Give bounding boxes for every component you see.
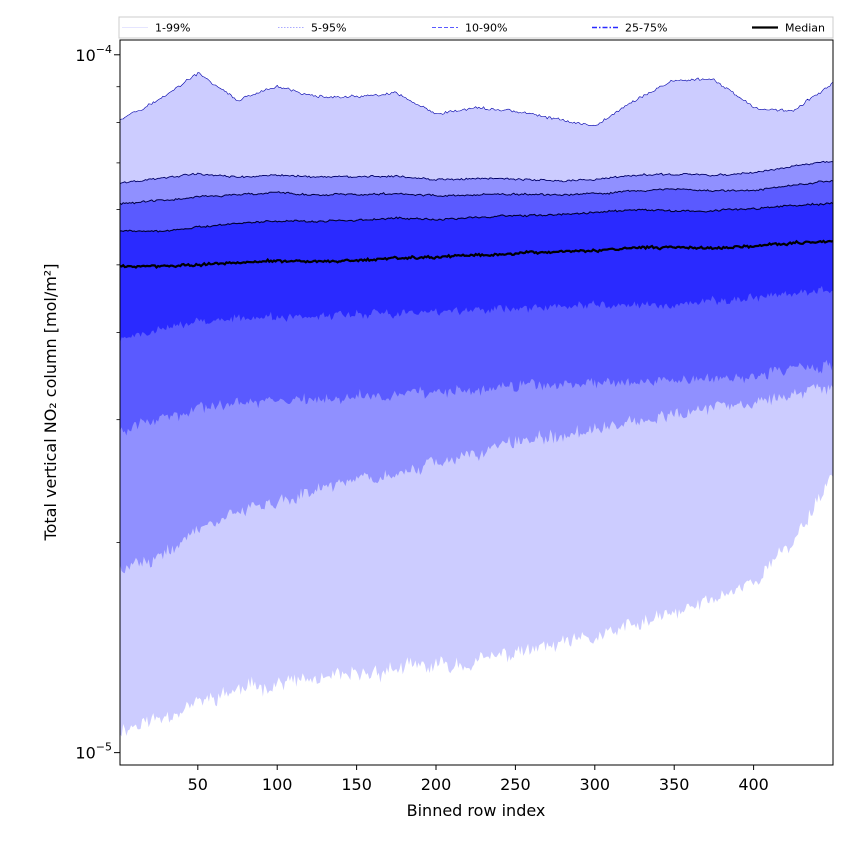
legend-frame: [118, 16, 834, 39]
x-tick-label-250: 250: [500, 775, 531, 794]
x-tick-label-50: 50: [188, 775, 208, 794]
y-tick-label-0: 10−4: [75, 43, 112, 65]
median-layer: [120, 239, 833, 269]
legend-label-1: 5-95%: [311, 22, 346, 35]
plot-frame: [119, 39, 834, 766]
legend-label-0: 1-99%: [155, 22, 190, 35]
y-axis: 10−4 10−5: [75, 43, 120, 763]
x-tick-label-150: 150: [341, 775, 372, 794]
x-tick-label-200: 200: [421, 775, 452, 794]
10-90pct-upper-line: [120, 179, 833, 206]
legend-label-4: Median: [785, 22, 825, 35]
x-tick-label-100: 100: [262, 775, 293, 794]
x-tick-label-300: 300: [580, 775, 611, 794]
5-95pct-upper-line: [120, 160, 833, 185]
plot-area: [120, 40, 833, 765]
legend-label-3: 25-75%: [625, 22, 667, 35]
x-tick-label-400: 400: [738, 775, 769, 794]
x-axis-title: Binned row index: [407, 801, 546, 820]
25-75pct-upper-line: [120, 201, 833, 233]
median-line: [120, 239, 833, 269]
x-axis: 50 100 150 200 250 300 350 400: [188, 765, 769, 794]
1-99pct-upper-line: [120, 72, 833, 126]
band-25-75pct: [120, 202, 833, 344]
y-tick-label-1: 10−5: [75, 741, 112, 763]
percentile-bands: [120, 72, 833, 737]
percentile-lines: [120, 72, 833, 233]
x-tick-label-350: 350: [659, 775, 690, 794]
legend-label-2: 10-90%: [465, 22, 507, 35]
legend: 1-99% 5-95% 10-90% 25-75% Median: [118, 16, 834, 39]
y-axis-title: Total vertical NO₂ column [mol/m²]: [41, 264, 60, 542]
